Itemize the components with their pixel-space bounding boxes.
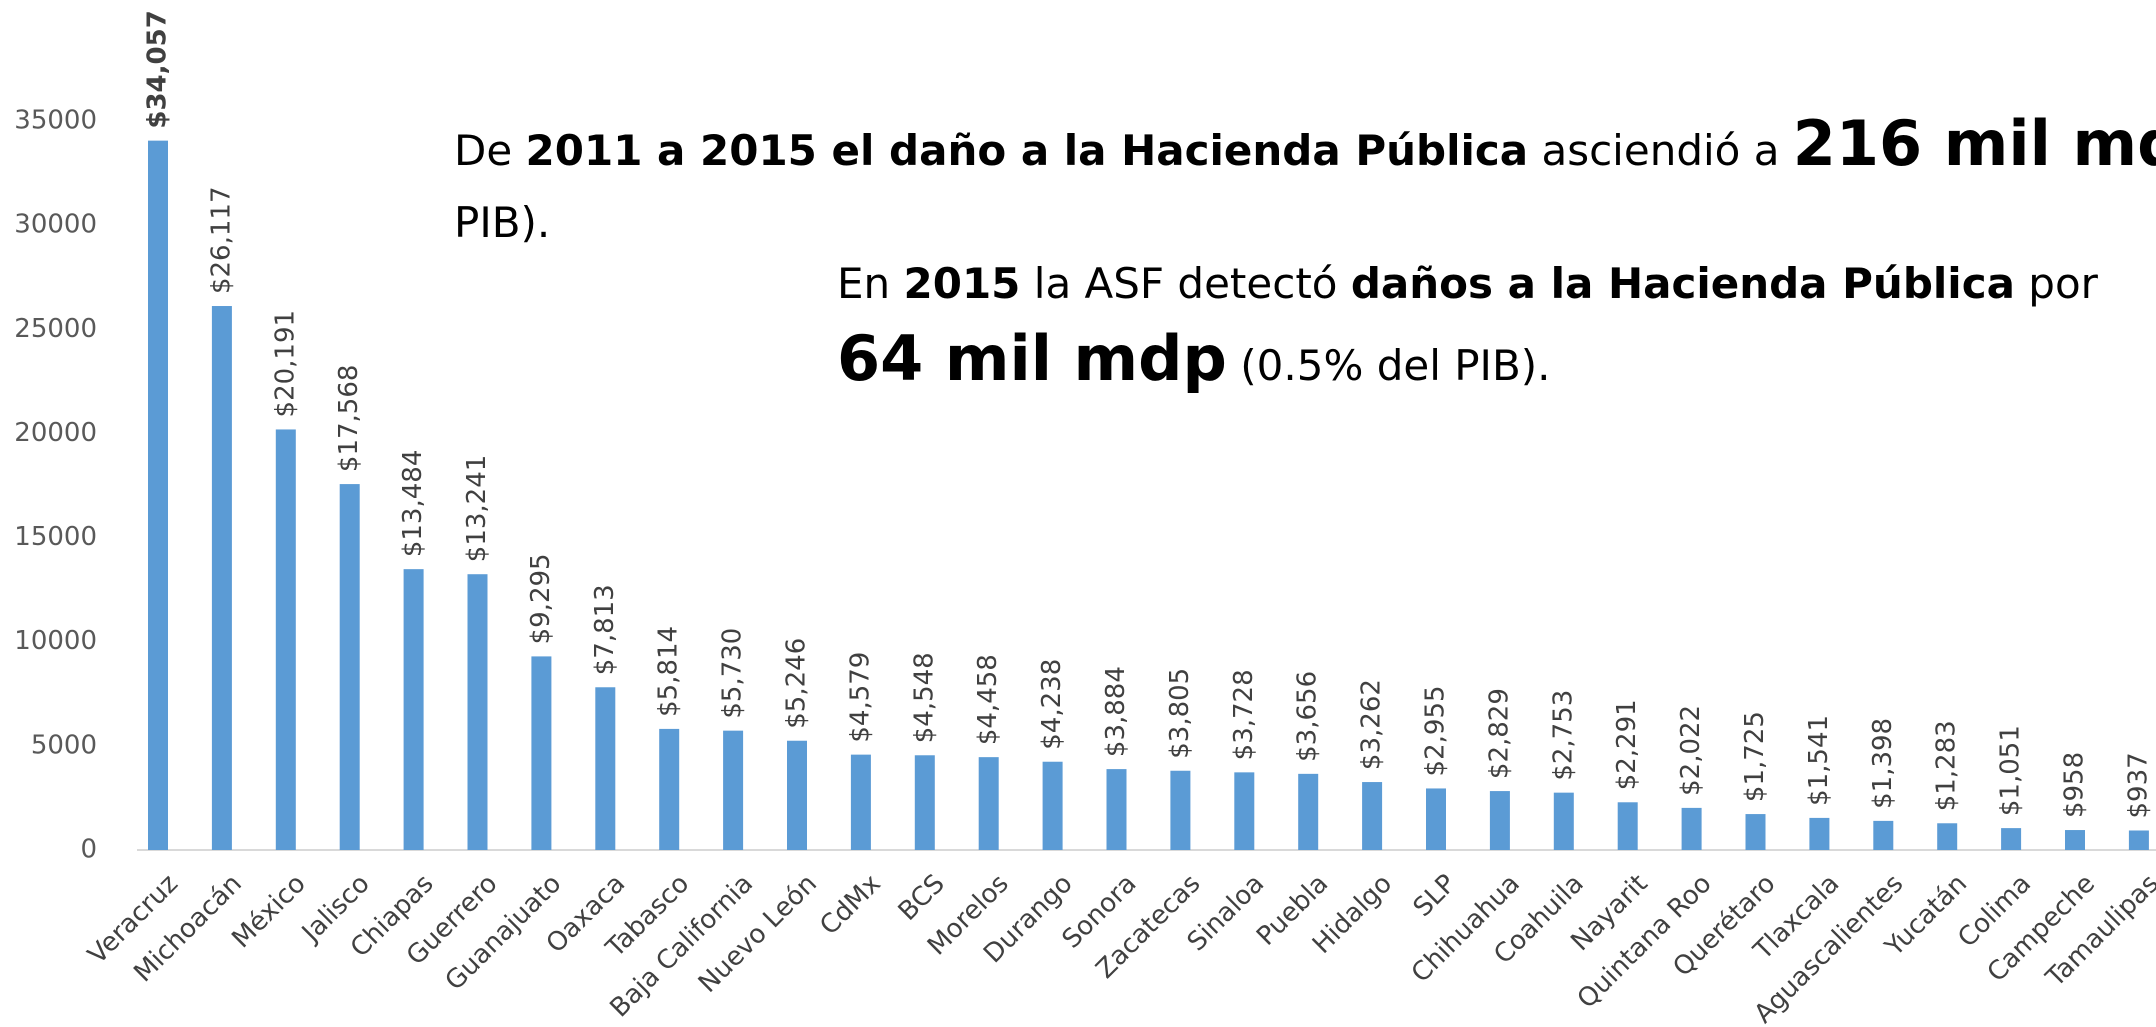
annotation: PIB).	[454, 198, 550, 247]
value-label: $5,814	[654, 626, 684, 717]
x-tick-label: BCS	[893, 869, 951, 927]
bar	[1170, 770, 1191, 850]
bar	[339, 484, 360, 850]
bar	[1426, 788, 1446, 850]
bar	[1873, 820, 1894, 850]
value-label: $4,238	[1037, 659, 1067, 750]
bar	[1937, 823, 1958, 850]
value-label: $7,813	[590, 584, 620, 675]
annotation-run: asciendió a	[1528, 126, 1793, 175]
value-label: $4,458	[973, 654, 1003, 745]
bar	[2001, 828, 2022, 850]
bar	[914, 755, 935, 850]
bar	[1617, 802, 1638, 850]
annotation-run: daños a la Hacienda Pública	[1351, 259, 2015, 308]
value-label: $4,548	[909, 652, 939, 743]
annotation-run: la ASF detectó	[1020, 259, 1350, 308]
y-tick-label: 10000	[14, 626, 97, 656]
bar	[1106, 769, 1127, 850]
bar	[978, 757, 999, 850]
value-label: $20,191	[270, 310, 300, 418]
bar	[148, 140, 168, 850]
value-label: $1,725	[1740, 711, 1770, 802]
value-label: $1,398	[1868, 718, 1898, 809]
bar	[275, 429, 296, 850]
bar	[211, 306, 232, 850]
value-label: $2,291	[1612, 699, 1642, 790]
bar	[1553, 792, 1574, 850]
value-label: $34,057	[143, 10, 173, 128]
value-label: $2,022	[1676, 705, 1706, 796]
bar	[2128, 830, 2149, 850]
bar	[1809, 817, 1830, 850]
bar	[850, 754, 871, 850]
annotation-run: De	[454, 126, 526, 175]
bar	[1489, 791, 1510, 850]
annotation-run: por	[2015, 259, 2099, 308]
annotation-run: 64 mil mdp	[837, 322, 1227, 395]
x-tick-label: CdMx	[814, 869, 886, 941]
bar	[595, 687, 616, 850]
annotation-run: PIB).	[454, 198, 550, 247]
value-label: $3,728	[1229, 669, 1259, 760]
bar	[723, 730, 744, 850]
bar	[659, 728, 680, 850]
bar	[1234, 772, 1255, 850]
value-label: $9,295	[526, 553, 556, 644]
value-label: $1,283	[1932, 720, 1962, 811]
annotation: 64 mil mdp (0.5% del PIB).	[837, 322, 1551, 395]
bar	[2065, 830, 2085, 850]
value-label: $3,884	[1101, 666, 1131, 757]
value-label: $1,541	[1804, 715, 1834, 806]
value-label: $2,753	[1548, 690, 1578, 781]
annotation-run: En	[837, 259, 904, 308]
value-label: $2,829	[1484, 688, 1514, 779]
value-label: $3,656	[1293, 671, 1323, 762]
y-tick-label: 15000	[14, 522, 97, 552]
annotation: De 2011 a 2015 el daño a la Hacienda Púb…	[454, 107, 2156, 180]
y-tick-label: 30000	[14, 210, 97, 240]
bar	[1042, 761, 1063, 850]
value-label: $13,484	[398, 450, 428, 558]
bar	[467, 574, 488, 850]
value-label: $4,579	[845, 652, 875, 743]
value-label: $3,262	[1357, 679, 1387, 770]
value-label: $5,730	[718, 628, 748, 719]
annotation-run: 216 mil mdp	[1793, 107, 2156, 180]
annotation-run: 2011 a 2015 el daño a la Hacienda Públic…	[526, 126, 1529, 175]
bar	[1745, 814, 1766, 850]
value-label: $26,117	[206, 186, 236, 294]
y-tick-label: 20000	[14, 418, 97, 448]
bar	[1362, 782, 1383, 850]
value-label: $958	[2060, 752, 2090, 818]
bar	[1298, 773, 1319, 850]
x-tick-label: SLP	[1408, 869, 1462, 923]
y-tick-label: 5000	[31, 730, 97, 760]
value-label: $2,955	[1421, 685, 1451, 776]
y-tick-label: 0	[80, 835, 97, 865]
value-label: $17,568	[334, 365, 364, 473]
value-label: $3,805	[1165, 668, 1195, 759]
bar	[1681, 807, 1702, 850]
value-label: $937	[2123, 752, 2153, 818]
annotation: En 2015 la ASF detectó daños a la Hacien…	[837, 259, 2099, 308]
annotation-run: 2015	[904, 259, 1021, 308]
y-tick-label: 25000	[14, 314, 97, 344]
bar	[403, 569, 424, 850]
annotation-run: (0.5% del PIB).	[1227, 341, 1551, 390]
bar	[787, 740, 807, 850]
value-label: $1,051	[1996, 725, 2026, 816]
value-label: $13,241	[462, 455, 492, 563]
y-tick-label: 35000	[14, 106, 97, 136]
value-label: $5,246	[782, 638, 812, 729]
bar	[531, 656, 552, 850]
